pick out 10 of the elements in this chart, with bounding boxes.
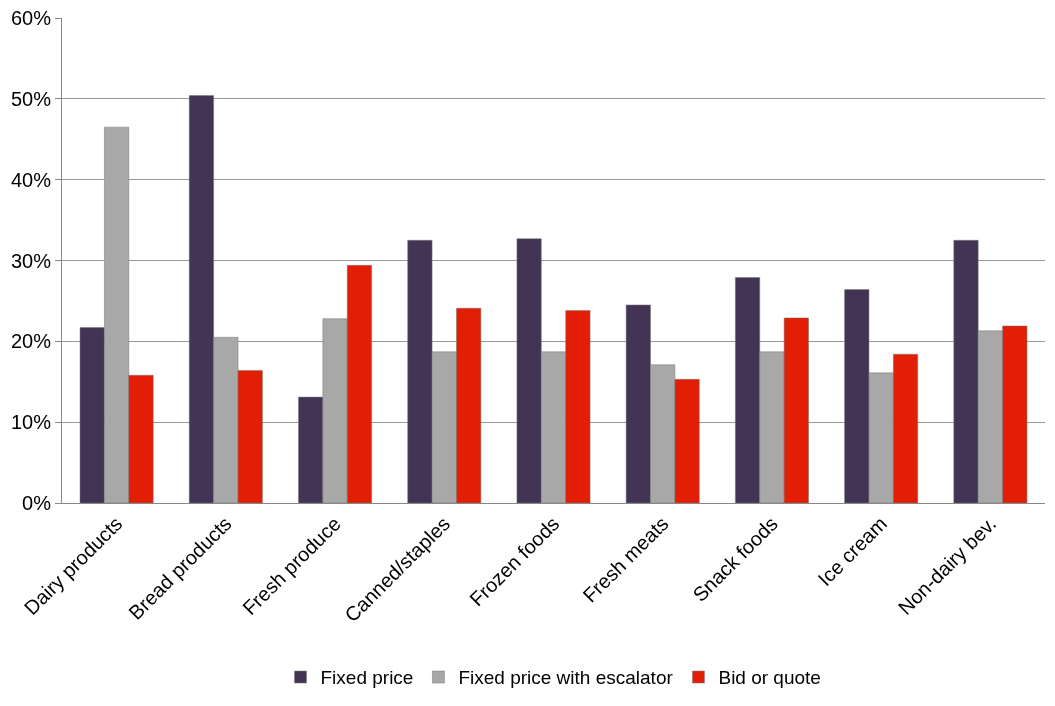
y-tick-label: 60% xyxy=(10,7,52,29)
legend-label: Bid or quote xyxy=(718,667,821,689)
legend-label: Fixed price with escalator xyxy=(458,667,674,689)
y-tick-label: 50% xyxy=(10,87,52,110)
y-tick-label: 0% xyxy=(22,492,52,514)
y-tick-label: 10% xyxy=(10,411,52,434)
legend-label: Fixed price xyxy=(320,667,414,689)
y-tick-label: 20% xyxy=(10,330,52,353)
y-tick-label: 30% xyxy=(10,249,52,272)
y-tick-label: 40% xyxy=(10,168,52,191)
